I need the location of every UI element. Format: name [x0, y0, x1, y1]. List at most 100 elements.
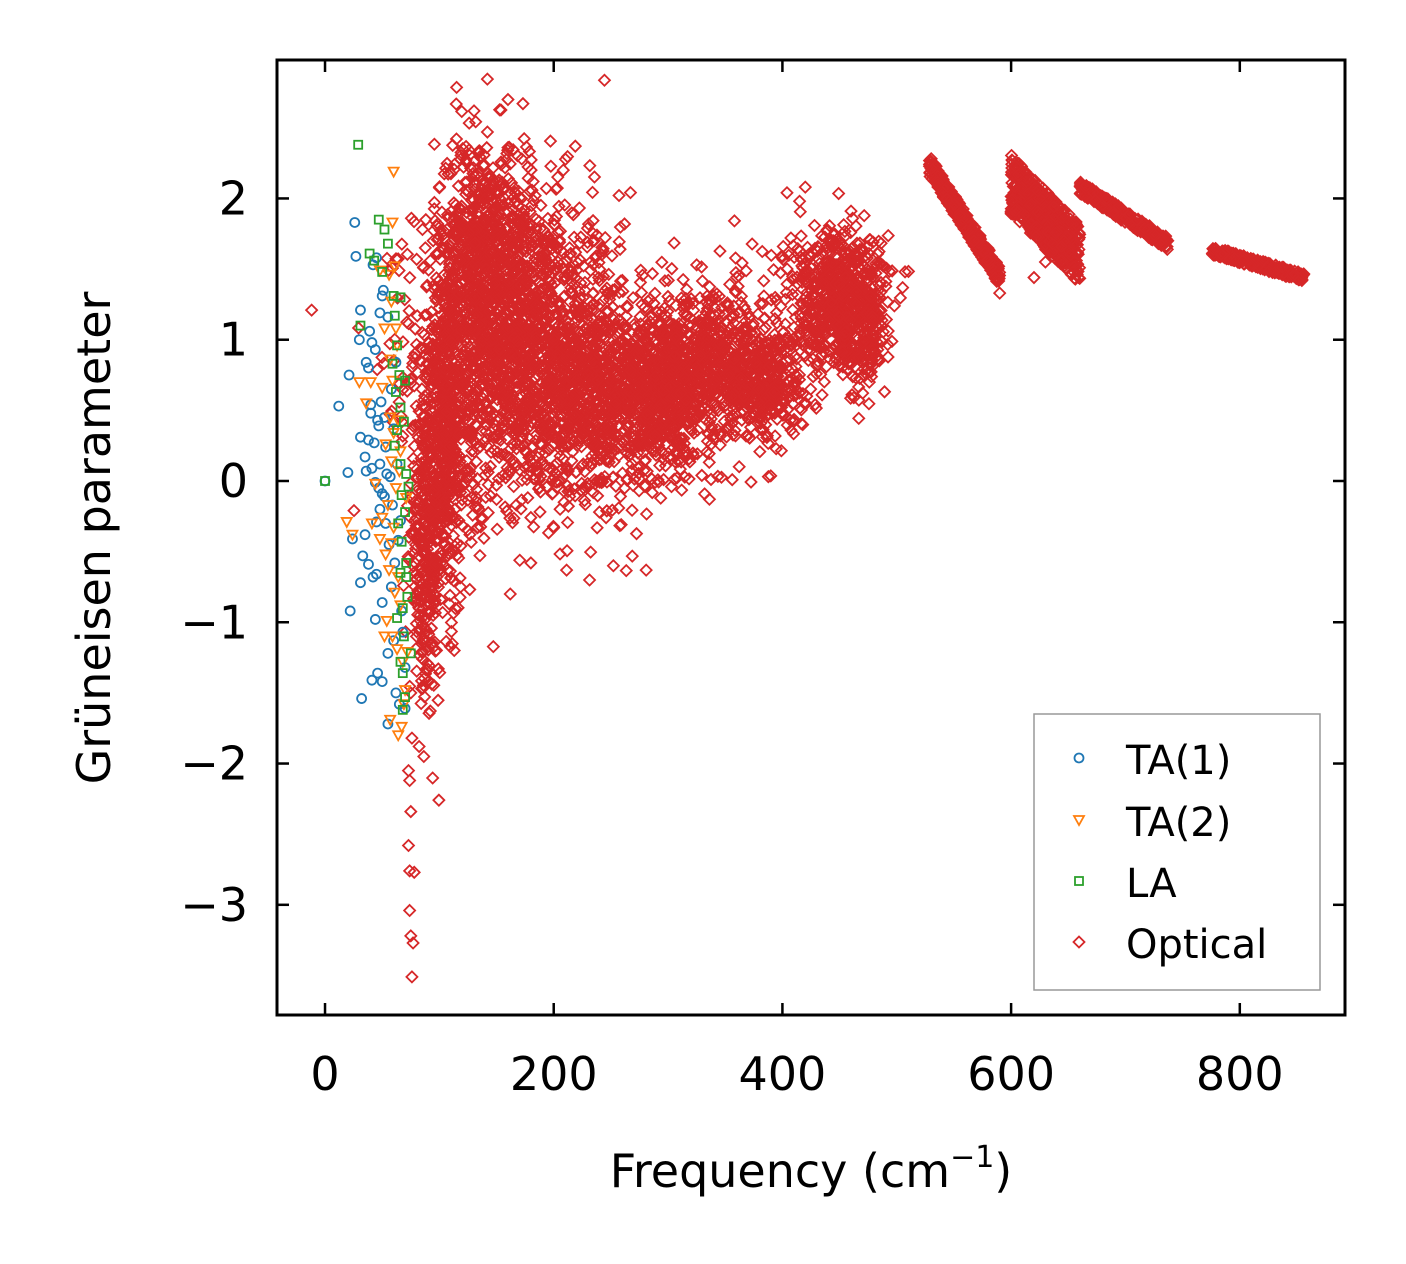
- optical-point: [447, 265, 462, 280]
- optical-point: [511, 216, 525, 231]
- optical-point: [439, 404, 454, 419]
- optical-point: [512, 433, 526, 447]
- optical-point: [467, 346, 482, 361]
- optical-point: [420, 656, 434, 671]
- optical-point: [462, 428, 476, 443]
- optical-point: [481, 478, 496, 492]
- optical-point: [424, 305, 439, 319]
- optical-point: [419, 437, 434, 452]
- optical-point: [553, 442, 568, 457]
- optical-point: [503, 312, 517, 327]
- optical-point: [412, 739, 426, 754]
- optical-point: [490, 186, 505, 200]
- optical-point: [464, 398, 478, 413]
- optical-point: [426, 579, 441, 594]
- optical-point: [469, 417, 484, 432]
- optical-point: [461, 184, 475, 199]
- optical-point: [444, 624, 459, 639]
- optical-point: [442, 597, 456, 611]
- optical-point: [464, 444, 479, 458]
- optical-point: [442, 455, 457, 470]
- optical-point: [435, 415, 450, 430]
- optical-point: [611, 501, 626, 515]
- optical-point: [455, 141, 470, 156]
- optical-point: [500, 322, 515, 336]
- optical-point: [471, 382, 486, 397]
- optical-point: [504, 254, 519, 269]
- optical-point: [473, 317, 488, 332]
- optical-point: [562, 241, 577, 255]
- optical-point: [450, 480, 465, 495]
- optical-point: [437, 289, 452, 303]
- optical-point: [547, 213, 562, 227]
- optical-point: [447, 228, 462, 243]
- optical-point: [542, 461, 557, 476]
- optical-point: [560, 543, 574, 558]
- optical-point: [477, 184, 492, 199]
- optical-point: [533, 505, 547, 519]
- optical-point: [623, 185, 638, 200]
- optical-point: [586, 257, 601, 272]
- optical-point: [613, 489, 628, 504]
- optical-point: [625, 462, 640, 477]
- optical-point: [470, 271, 484, 285]
- optical-point: [473, 548, 487, 563]
- optical-point: [515, 304, 530, 318]
- optical-point: [435, 459, 450, 473]
- optical-point: [495, 182, 510, 196]
- optical-point: [501, 468, 515, 482]
- optical-point: [506, 228, 521, 243]
- optical-point: [465, 202, 480, 217]
- optical-point: [453, 252, 468, 266]
- optical-point: [427, 344, 441, 359]
- optical-point: [400, 247, 415, 262]
- optical-point: [490, 522, 504, 537]
- optical-point: [574, 439, 589, 454]
- optical-point: [552, 474, 566, 489]
- optical-point: [509, 441, 524, 456]
- optical-point: [443, 349, 457, 363]
- optical-point: [409, 664, 424, 678]
- optical-point: [407, 214, 421, 229]
- optical-point: [443, 588, 457, 603]
- optical-point: [451, 551, 466, 565]
- optical-point: [416, 632, 431, 646]
- optical-point: [544, 234, 558, 248]
- optical-point: [576, 457, 591, 471]
- optical-point: [512, 463, 527, 477]
- optical-point: [402, 679, 417, 694]
- optical-point: [472, 195, 487, 210]
- optical-point: [389, 251, 403, 266]
- optical-point: [613, 220, 628, 234]
- optical-point: [467, 477, 481, 491]
- optical-point: [400, 498, 415, 513]
- optical-point: [598, 469, 612, 484]
- optical-point: [509, 325, 524, 340]
- optical-point: [408, 351, 423, 365]
- optical-point: [512, 553, 527, 568]
- optical-point: [441, 388, 455, 402]
- optical-point: [504, 186, 518, 201]
- optical-point: [427, 635, 442, 649]
- optical-point: [432, 665, 447, 680]
- optical-point: [572, 201, 587, 215]
- optical-point: [431, 662, 446, 676]
- optical-point: [667, 236, 681, 250]
- optical-point: [442, 247, 456, 261]
- optical-point: [468, 236, 482, 250]
- optical-point: [524, 163, 538, 177]
- optical-point: [479, 328, 494, 342]
- optical-point: [395, 237, 409, 251]
- optical-point: [515, 425, 529, 439]
- optical-point: [645, 485, 660, 500]
- optical-point: [429, 522, 443, 536]
- optical-point: [453, 454, 467, 469]
- optical-point: [409, 252, 424, 267]
- optical-point: [510, 349, 525, 363]
- optical-point: [500, 460, 514, 475]
- optical-point: [464, 321, 479, 335]
- optical-point: [423, 504, 438, 519]
- optical-point: [437, 361, 452, 376]
- optical-point: [473, 520, 488, 534]
